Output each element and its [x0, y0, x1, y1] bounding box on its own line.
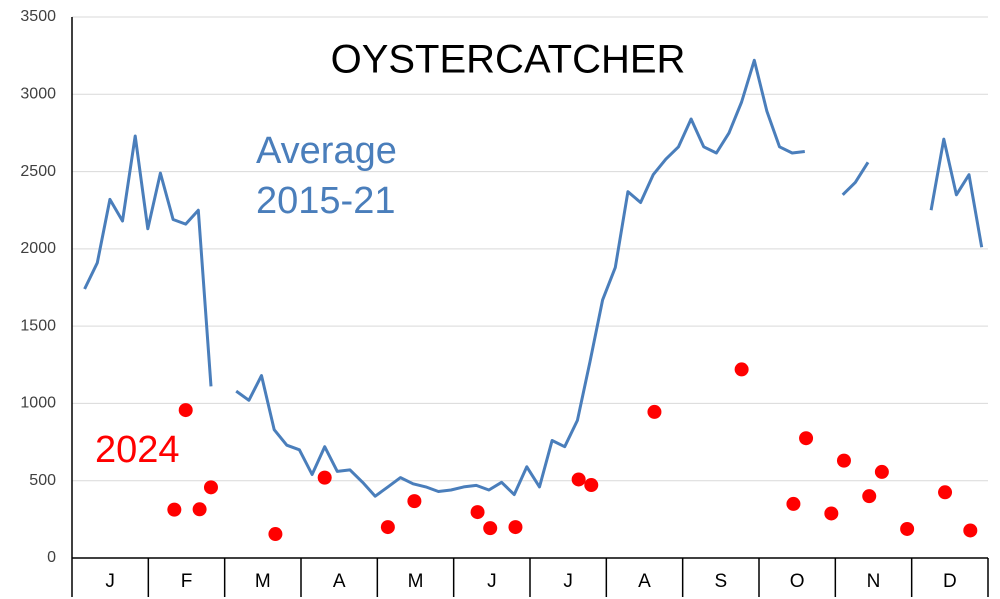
annotation: 2015-21 — [256, 180, 395, 222]
data-point — [268, 527, 283, 542]
x-tick-label: N — [867, 571, 881, 592]
annotation: 2024 — [95, 429, 180, 471]
data-point — [734, 362, 749, 377]
y-tick-label: 2500 — [20, 163, 56, 180]
x-tick-label: M — [255, 571, 271, 592]
data-point — [571, 472, 586, 487]
x-tick-label: A — [638, 571, 651, 592]
x-tick-label: F — [181, 571, 193, 592]
x-tick-label: D — [943, 571, 957, 592]
data-point — [407, 494, 422, 509]
y-tick-label: 1500 — [20, 317, 56, 334]
x-tick-label: A — [333, 571, 346, 592]
data-point — [584, 478, 599, 493]
data-point — [824, 506, 839, 521]
data-point — [786, 496, 801, 511]
y-tick-label: 2000 — [20, 240, 56, 257]
data-point — [963, 523, 978, 538]
x-tick-label: J — [487, 571, 497, 592]
data-point — [178, 403, 193, 418]
data-point — [900, 521, 915, 536]
data-point — [167, 502, 182, 517]
y-tick-label: 3500 — [20, 8, 56, 25]
chart-title: OYSTERCATCHER — [331, 38, 686, 82]
data-point — [203, 480, 218, 495]
x-tick-label: J — [563, 571, 573, 592]
data-point — [508, 520, 523, 535]
data-point — [192, 502, 207, 517]
y-tick-label: 0 — [47, 549, 56, 566]
y-tick-label: 500 — [29, 472, 56, 489]
x-tick-label: O — [790, 571, 805, 592]
data-point — [483, 521, 498, 536]
x-tick-label: J — [105, 571, 115, 592]
x-tick-label: S — [714, 571, 727, 592]
y-tick-label: 1000 — [20, 395, 56, 412]
data-point — [647, 404, 662, 419]
data-point — [380, 520, 395, 535]
data-point — [862, 489, 877, 504]
annotation: Average — [256, 130, 397, 172]
data-point — [836, 453, 851, 468]
y-tick-label: 3000 — [20, 86, 56, 103]
data-point — [874, 464, 889, 479]
data-point — [799, 431, 814, 446]
data-point — [317, 470, 332, 485]
data-point — [938, 485, 953, 500]
data-point — [470, 505, 485, 520]
x-tick-label: M — [408, 571, 424, 592]
average-line — [83, 58, 984, 498]
